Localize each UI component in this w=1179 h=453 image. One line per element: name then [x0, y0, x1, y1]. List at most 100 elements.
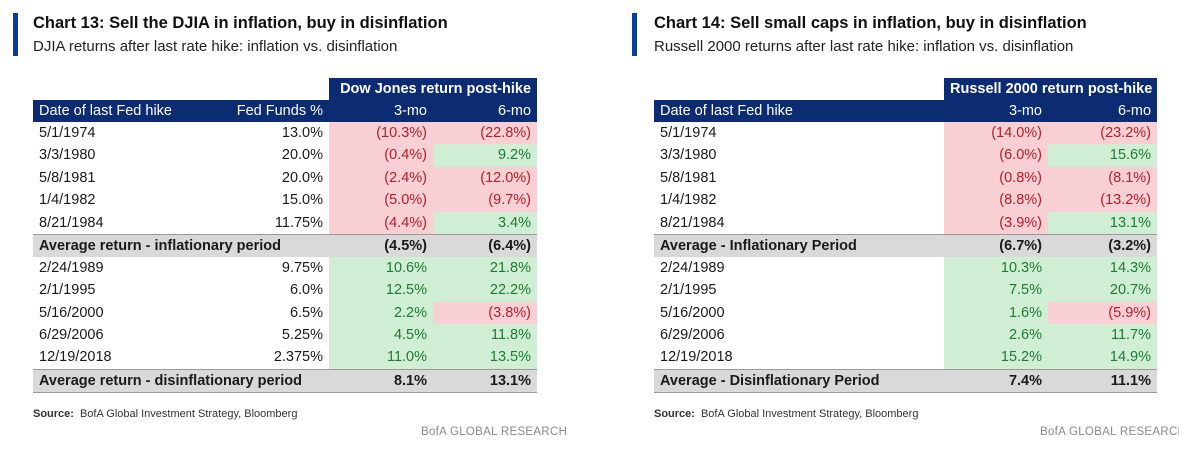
average-disinflation-row: Average - Disinflationary Period 7.4% 11…: [654, 368, 1158, 393]
column-header-date: Date of last Fed hike: [33, 100, 229, 122]
return-6mo-cell: 14.3%: [1048, 256, 1158, 280]
table-row: 1/4/1982 (8.8%) (13.2%): [654, 189, 1158, 212]
fed-funds-cell: 9.75%: [281, 259, 323, 276]
disinflation-rows: 2/24/1989 9.75% 10.6% 21.8% 2/1/1995 6.0% 12.5…: [33, 256, 538, 370]
return-3mo-cell: (0.4%): [329, 144, 433, 167]
return-6mo-cell: (8.1%): [1048, 166, 1158, 190]
table-row: 8/21/1984 11.75% (4.4%) 3.4%: [33, 211, 538, 235]
return-6mo-cell: 20.7%: [1048, 279, 1158, 302]
average-6mo: 11.1%: [1048, 368, 1158, 393]
hike-date-cell: 5/16/2000: [660, 304, 725, 321]
table-row: 5/1/1974 13.0% (10.3%) (22.8%): [33, 122, 538, 145]
fed-funds-cell: 15.0%: [281, 192, 323, 209]
column-header-date: Date of last Fed hike: [654, 100, 944, 122]
russell-returns-table: Russell 2000 return post-hike Date of la…: [654, 78, 1158, 393]
return-6mo-cell: (13.2%): [1048, 189, 1158, 212]
return-6mo-cell: (3.8%): [433, 301, 538, 325]
table-row: 6/29/2006 2.6% 11.7%: [654, 324, 1158, 347]
table-row: 1/4/1982 15.0% (5.0%) (9.7%): [33, 189, 538, 212]
return-3mo-cell: 2.6%: [944, 324, 1048, 347]
djia-returns-table: Dow Jones return post-hike Date of last …: [33, 78, 538, 393]
column-header-6mo: 6-mo: [433, 100, 538, 122]
hike-date-cell: 5/1/1974: [660, 124, 717, 141]
column-header-3mo: 3-mo: [329, 100, 433, 122]
hike-date-cell: 5/16/2000: [39, 304, 104, 321]
hike-date-cell: 2/1/1995: [39, 282, 96, 299]
return-3mo-cell: (14.0%): [944, 122, 1048, 145]
chart-subtitle: DJIA returns after last rate hike: infla…: [33, 38, 398, 55]
return-3mo-cell: 15.2%: [944, 346, 1048, 370]
table-row: 6/29/2006 5.25% 4.5% 11.8%: [33, 324, 538, 347]
table-row: 2/24/1989 10.3% 14.3%: [654, 256, 1158, 280]
average-label: Average return - inflationary period: [33, 233, 329, 257]
return-3mo-cell: 11.0%: [329, 346, 433, 370]
column-header-6mo: 6-mo: [1048, 100, 1158, 122]
return-3mo-cell: 4.5%: [329, 324, 433, 347]
hike-date-cell: 2/1/1995: [660, 282, 717, 299]
return-3mo-cell: 2.2%: [329, 301, 433, 325]
footer-brand: BofA GLOBAL RESEARCH: [1040, 426, 1179, 438]
table-row: 5/16/2000 1.6% (5.9%): [654, 301, 1158, 325]
chart-title: Chart 13: Sell the DJIA in inflation, bu…: [33, 14, 448, 32]
table-row: 2/1/1995 6.0% 12.5% 22.2%: [33, 279, 538, 302]
average-label: Average - Inflationary Period: [654, 233, 944, 257]
return-3mo-cell: 10.6%: [329, 256, 433, 280]
source-note: Source: BofA Global Investment Strategy, …: [33, 408, 297, 420]
average-3mo: 8.1%: [329, 368, 433, 393]
return-6mo-cell: 15.6%: [1048, 144, 1158, 167]
return-6mo-cell: 11.7%: [1048, 324, 1158, 347]
chart-subtitle: Russell 2000 returns after last rate hik…: [654, 38, 1074, 55]
column-header-row: Date of last Fed hike 3-mo 6-mo: [654, 100, 1158, 122]
fed-funds-cell: 6.5%: [289, 304, 323, 321]
column-header-3mo: 3-mo: [944, 100, 1048, 122]
hike-date-cell: 2/24/1989: [660, 259, 725, 276]
average-3mo: 7.4%: [944, 368, 1048, 393]
return-6mo-cell: (12.0%): [433, 166, 538, 190]
hike-date-cell: 6/29/2006: [660, 327, 725, 344]
source-note: Source: BofA Global Investment Strategy, …: [654, 408, 918, 420]
hike-date-cell: 3/3/1980: [660, 147, 717, 164]
hike-date-cell: 8/21/1984: [660, 214, 725, 231]
return-6mo-cell: 9.2%: [433, 144, 538, 167]
source-text: BofA Global Investment Strategy, Bloombe…: [79, 408, 298, 420]
return-6mo-cell: 11.8%: [433, 324, 538, 347]
average-3mo: (4.5%): [329, 233, 433, 257]
return-3mo-cell: (5.0%): [329, 189, 433, 212]
source-text: BofA Global Investment Strategy, Bloombe…: [700, 408, 919, 420]
table-row: 3/3/1980 20.0% (0.4%) 9.2%: [33, 144, 538, 167]
hike-date-cell: 2/24/1989: [39, 259, 104, 276]
inflation-rows: 5/1/1974 13.0% (10.3%) (22.8%) 3/3/1980 20.0%…: [33, 122, 538, 235]
source-label: Source:: [654, 408, 695, 420]
fed-funds-cell: 20.0%: [281, 169, 323, 186]
table-row: 5/1/1974 (14.0%) (23.2%): [654, 122, 1158, 145]
return-3mo-cell: (6.0%): [944, 144, 1048, 167]
average-6mo: (3.2%): [1048, 233, 1158, 257]
fed-funds-cell: 6.0%: [289, 282, 323, 299]
disinflation-rows: 2/24/1989 10.3% 14.3% 2/1/1995 7.5% 20.7% 5/16…: [654, 256, 1158, 370]
average-6mo: 13.1%: [433, 368, 538, 393]
inflation-rows: 5/1/1974 (14.0%) (23.2%) 3/3/1980 (6.0%) 15.6…: [654, 122, 1158, 235]
hike-date-cell: 5/1/1974: [39, 124, 96, 141]
table-row: 5/16/2000 6.5% 2.2% (3.8%): [33, 301, 538, 325]
hike-date-cell: 1/4/1982: [39, 192, 96, 209]
table-row: 2/1/1995 7.5% 20.7%: [654, 279, 1158, 302]
fed-funds-cell: 5.25%: [281, 327, 323, 344]
average-6mo: (6.4%): [433, 233, 538, 257]
return-6mo-cell: (5.9%): [1048, 301, 1158, 325]
average-inflation-row: Average return - inflationary period (4.…: [33, 233, 538, 257]
title-accent-bar: [13, 13, 18, 56]
return-6mo-cell: 22.2%: [433, 279, 538, 302]
return-6mo-cell: 13.5%: [433, 346, 538, 370]
average-disinflation-row: Average return - disinflationary period …: [33, 368, 538, 393]
footer-brand: BofA GLOBAL RESEARCH: [421, 426, 568, 438]
title-accent-bar: [632, 13, 637, 56]
hike-date-cell: 5/8/1981: [660, 169, 717, 186]
band-header: Dow Jones return post-hike: [329, 78, 538, 100]
table-row: 12/19/2018 2.375% 11.0% 13.5%: [33, 346, 538, 370]
average-3mo: (6.7%): [944, 233, 1048, 257]
return-6mo-cell: 3.4%: [433, 211, 538, 235]
return-3mo-cell: 7.5%: [944, 279, 1048, 302]
average-label: Average return - disinflationary period: [33, 368, 329, 393]
hike-date-cell: 3/3/1980: [39, 147, 96, 164]
return-3mo-cell: (4.4%): [329, 211, 433, 235]
